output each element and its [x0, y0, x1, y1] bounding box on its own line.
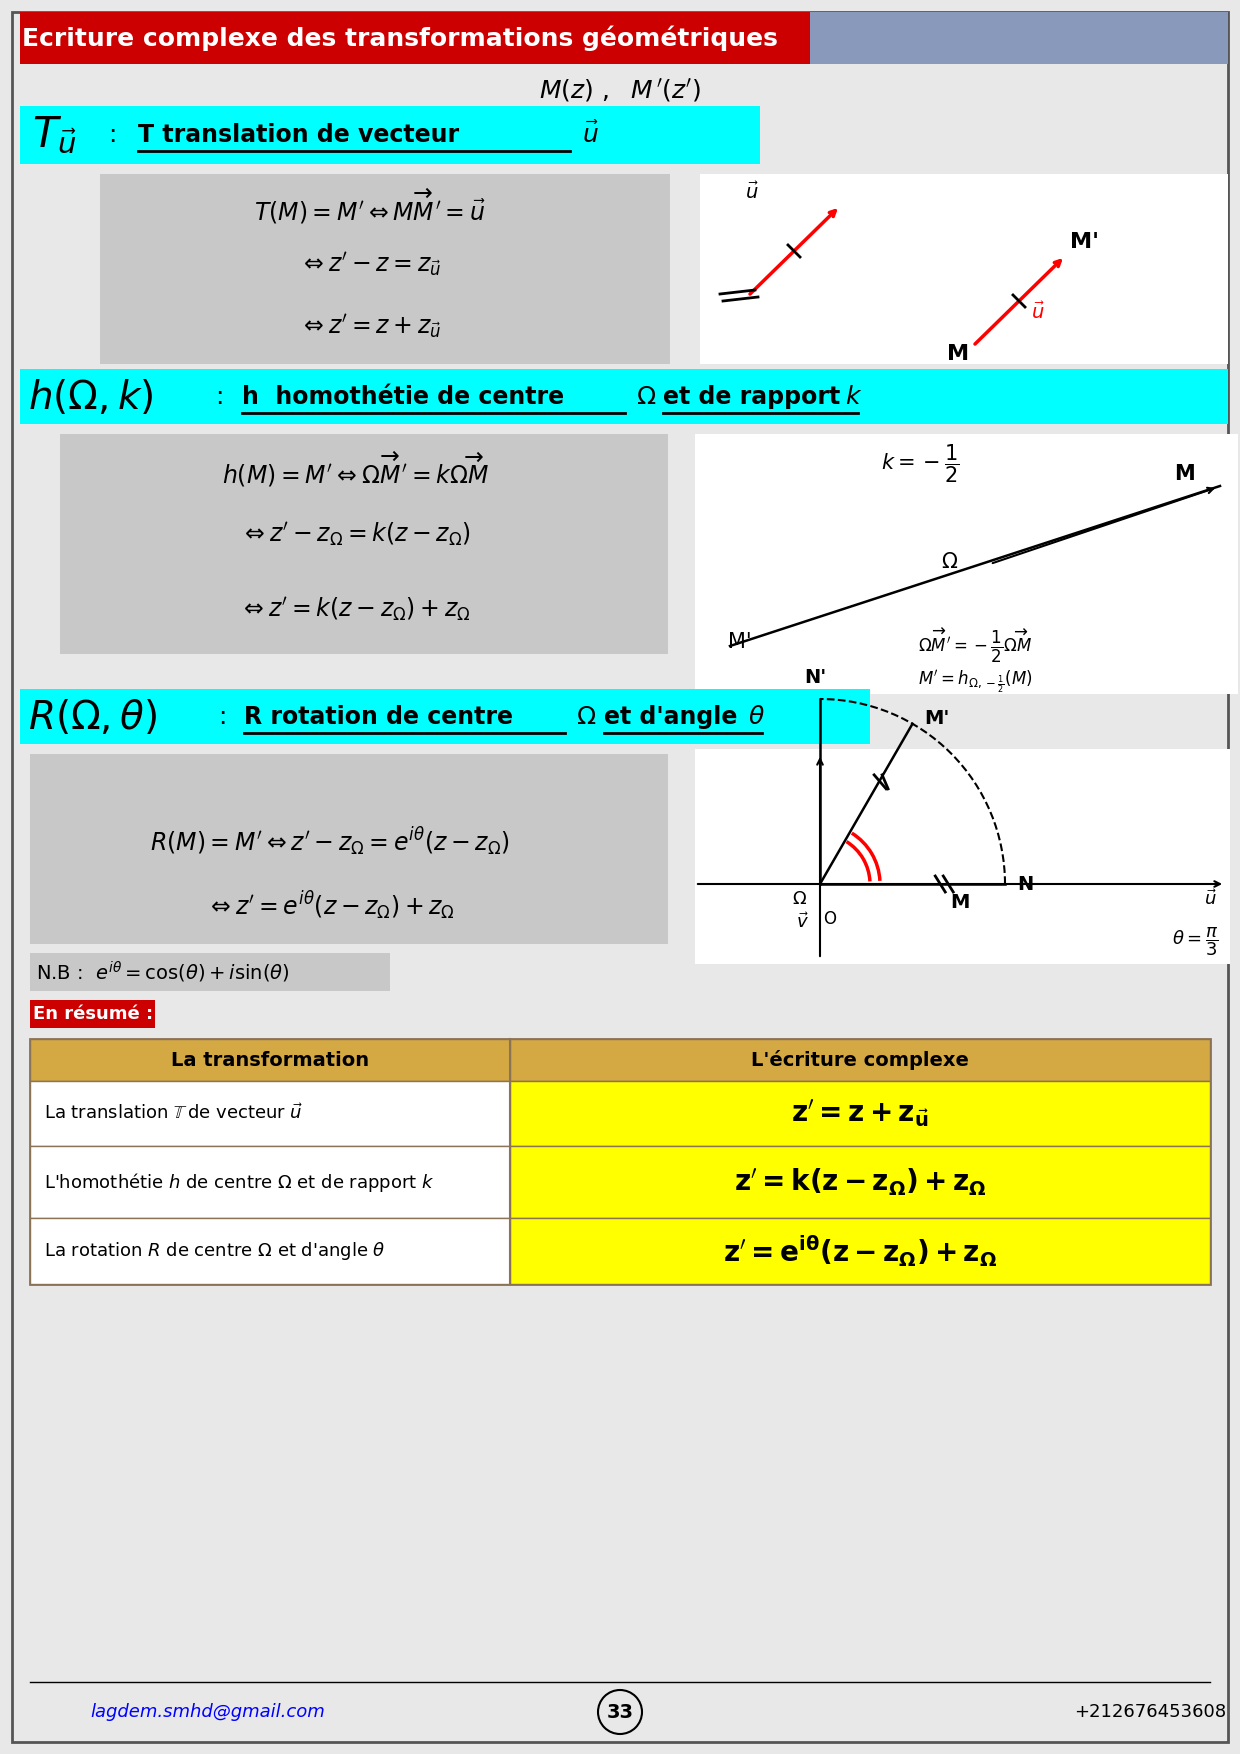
Text: N: N: [1017, 875, 1033, 893]
Text: :: :: [215, 384, 223, 409]
Text: $T_{\vec{u}}$: $T_{\vec{u}}$: [32, 114, 77, 156]
Text: O: O: [823, 910, 837, 928]
Text: M: M: [950, 893, 970, 912]
Text: $\Leftrightarrow z' - z = z_{\vec{u}}$: $\Leftrightarrow z' - z = z_{\vec{u}}$: [299, 251, 441, 277]
Bar: [30, 1038, 510, 1080]
Text: h  homothétie de centre: h homothétie de centre: [242, 384, 564, 409]
Bar: [510, 1038, 1210, 1080]
Text: :: :: [108, 123, 117, 147]
Text: En résumé :: En résumé :: [33, 1005, 153, 1023]
Bar: [510, 1080, 1210, 1145]
Text: 33: 33: [606, 1703, 634, 1721]
Bar: [694, 433, 1238, 695]
Bar: [30, 1217, 510, 1284]
Text: $\mathbf{z' = k(z - z_{\Omega}) + z_{\Omega}}$: $\mathbf{z' = k(z - z_{\Omega}) + z_{\Om…: [734, 1166, 987, 1198]
Bar: [810, 12, 1228, 63]
Text: $\theta$: $\theta$: [748, 705, 765, 730]
Text: $M' = h_{\Omega,-\frac{1}{2}}(M)$: $M' = h_{\Omega,-\frac{1}{2}}(M)$: [918, 668, 1032, 695]
Text: M': M': [1070, 232, 1100, 253]
Text: et d'angle: et d'angle: [604, 705, 738, 730]
Text: $\vec{u}$: $\vec{u}$: [1032, 302, 1045, 323]
Text: M: M: [947, 344, 970, 365]
Bar: [30, 1038, 510, 1080]
Text: La transformation: La transformation: [171, 1051, 370, 1070]
Text: N.B :  $e^{i\theta} = \cos(\theta) + i\sin(\theta)$: N.B : $e^{i\theta} = \cos(\theta) + i\si…: [36, 959, 290, 984]
Bar: [20, 12, 810, 63]
Bar: [20, 689, 870, 744]
Text: $\vec{u}$: $\vec{u}$: [745, 181, 759, 203]
Bar: [510, 1080, 1210, 1145]
Bar: [60, 433, 668, 654]
Bar: [20, 368, 1228, 424]
Text: $k = -\dfrac{1}{2}$: $k = -\dfrac{1}{2}$: [880, 442, 960, 486]
Text: $\Leftrightarrow z' - z_{\Omega} = k(z - z_{\Omega})$: $\Leftrightarrow z' - z_{\Omega} = k(z -…: [239, 521, 470, 547]
Bar: [30, 1038, 1210, 1284]
Bar: [510, 1145, 1210, 1217]
Text: T translation de vecteur: T translation de vecteur: [138, 123, 459, 147]
Text: $\vec{u}$: $\vec{u}$: [1204, 889, 1216, 909]
Text: $\overrightarrow{\Omega M'} = -\dfrac{1}{2}\overrightarrow{\Omega M}$: $\overrightarrow{\Omega M'} = -\dfrac{1}…: [918, 626, 1032, 665]
Bar: [30, 754, 668, 944]
Text: $\Omega$: $\Omega$: [577, 705, 596, 730]
Text: $\vec{v}$: $\vec{v}$: [796, 912, 808, 931]
Text: $\Omega$: $\Omega$: [792, 889, 807, 909]
Text: La translation $\mathbb{T}$ de vecteur $\vec{u}$: La translation $\mathbb{T}$ de vecteur $…: [43, 1103, 303, 1123]
Text: $R(\Omega, \theta)$: $R(\Omega, \theta)$: [29, 698, 157, 737]
Text: Ecriture complexe des transformations géométriques: Ecriture complexe des transformations gé…: [22, 25, 777, 51]
Bar: [510, 1145, 1210, 1217]
Bar: [30, 1000, 155, 1028]
Text: et de rapport: et de rapport: [663, 384, 841, 409]
Bar: [30, 952, 391, 991]
Text: $\mathbf{z' = z + z_{\vec{u}}}$: $\mathbf{z' = z + z_{\vec{u}}}$: [791, 1098, 929, 1130]
Text: $\Leftrightarrow z' = z + z_{\vec{u}}$: $\Leftrightarrow z' = z + z_{\vec{u}}$: [299, 312, 441, 340]
Text: M': M': [925, 709, 950, 728]
Text: La rotation $R$ de centre $\Omega$ et d'angle $\theta$: La rotation $R$ de centre $\Omega$ et d'…: [43, 1240, 386, 1261]
Bar: [510, 1217, 1210, 1284]
Text: $\vec{u}$: $\vec{u}$: [582, 123, 599, 147]
Text: M: M: [1174, 465, 1195, 484]
Bar: [701, 174, 1228, 365]
Bar: [510, 1217, 1210, 1284]
Bar: [510, 1038, 1210, 1080]
Text: :: :: [218, 705, 227, 730]
Text: $k$: $k$: [844, 384, 862, 409]
Text: $h(\Omega, k)$: $h(\Omega, k)$: [29, 377, 154, 416]
Bar: [20, 105, 760, 165]
Text: R rotation de centre: R rotation de centre: [244, 705, 513, 730]
Text: $h(M) = M' \Leftrightarrow \overrightarrow{\Omega M'} = k\overrightarrow{\Omega : $h(M) = M' \Leftrightarrow \overrightarr…: [222, 449, 489, 489]
Text: L'écriture complexe: L'écriture complexe: [751, 1051, 968, 1070]
Text: $\Leftrightarrow z' = k(z - z_{\Omega}) + z_{\Omega}$: $\Leftrightarrow z' = k(z - z_{\Omega}) …: [239, 595, 471, 623]
Text: $T(M) = M' \Leftrightarrow \overrightarrow{MM'} = \vec{u}$: $T(M) = M' \Leftrightarrow \overrightarr…: [254, 186, 486, 226]
Text: $\mathbf{z' = e^{i\theta}(z - z_{\Omega}) + z_{\Omega}}$: $\mathbf{z' = e^{i\theta}(z - z_{\Omega}…: [723, 1233, 997, 1268]
Text: $M(z)\ ,\ \ M\,'(z')$: $M(z)\ ,\ \ M\,'(z')$: [539, 77, 701, 105]
Text: $\Omega$: $\Omega$: [941, 553, 959, 572]
Bar: [30, 1080, 510, 1145]
Text: $R(M) = M' \Leftrightarrow z' - z_{\Omega} = e^{i\theta}(z - z_{\Omega})$: $R(M) = M' \Leftrightarrow z' - z_{\Omeg…: [150, 826, 510, 858]
Text: M': M': [728, 631, 751, 652]
Text: +212676453608: +212676453608: [1074, 1703, 1226, 1721]
Bar: [100, 174, 670, 365]
Text: $\Leftrightarrow z' = e^{i\theta}(z - z_{\Omega}) + z_{\Omega}$: $\Leftrightarrow z' = e^{i\theta}(z - z_…: [206, 889, 454, 923]
Bar: [30, 1145, 510, 1217]
Text: N': N': [804, 668, 826, 688]
Text: lagdem.smhd@gmail.com: lagdem.smhd@gmail.com: [91, 1703, 325, 1721]
Text: $\Omega$: $\Omega$: [636, 384, 656, 409]
Text: L'homothétie $h$ de centre $\Omega$ et de rapport $k$: L'homothétie $h$ de centre $\Omega$ et d…: [43, 1170, 434, 1193]
Text: $\theta = \dfrac{\pi}{3}$: $\theta = \dfrac{\pi}{3}$: [1172, 926, 1218, 958]
Bar: [694, 749, 1230, 965]
